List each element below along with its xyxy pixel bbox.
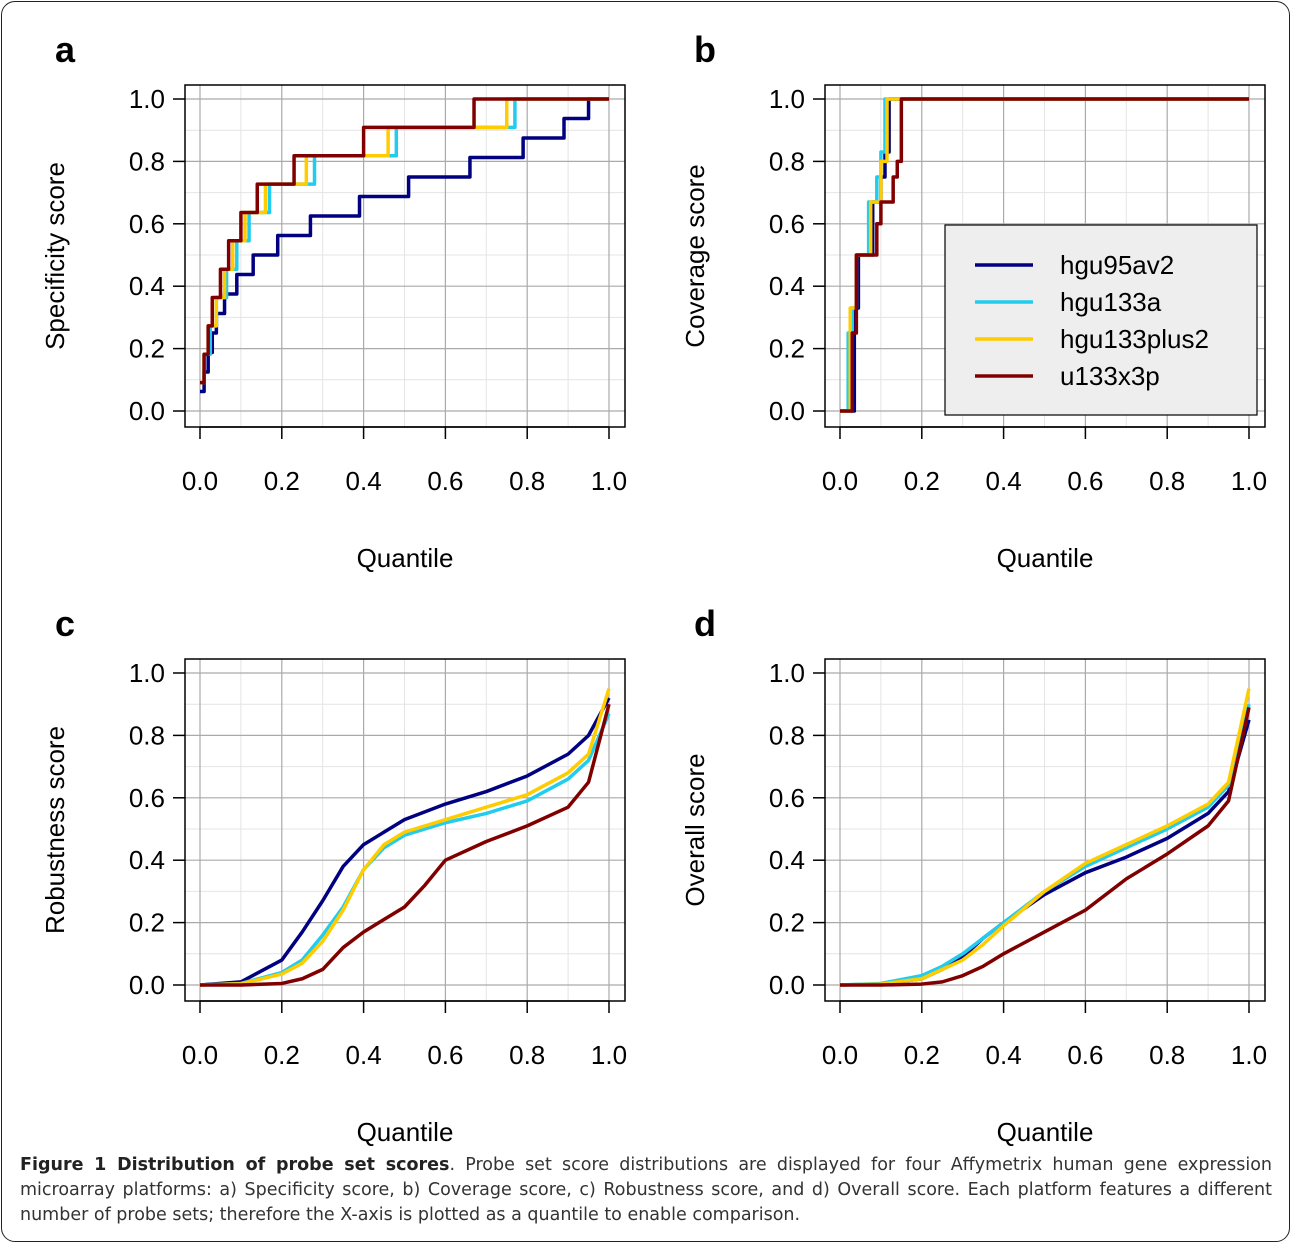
- y-tick-label: 0.0: [769, 970, 805, 1000]
- y-tick-label: 0.4: [769, 271, 805, 301]
- y-tick-label: 0.8: [129, 720, 165, 750]
- plot-frame: [184, 84, 626, 428]
- x-tick-label: 0.4: [986, 1040, 1022, 1070]
- panel: 0.0 0.2 0.4 0.6 0.8 1.0 0.0 0.2 0.4 0.6 0.8 1.0 Quan…: [680, 29, 1267, 573]
- y-tick-label: 0.4: [129, 271, 165, 301]
- legend-label: u133x3p: [1060, 361, 1160, 391]
- x-tick-label: 0.8: [1149, 1040, 1185, 1070]
- y-axis-label: Coverage score: [680, 164, 710, 348]
- series-line: [199, 688, 611, 987]
- panel-label: a: [55, 29, 76, 70]
- y-tick-label: 0.2: [769, 908, 805, 938]
- series-line: [199, 712, 611, 987]
- y-tick-label: 0.6: [769, 209, 805, 239]
- panel: 0.0 0.2 0.4 0.6 0.8 1.0 0.0 0.2 0.4 0.6 0.8 1.0 Quan…: [40, 29, 627, 573]
- x-tick-label: 0.4: [986, 466, 1022, 496]
- panel-label: c: [55, 603, 75, 644]
- x-tick-label: 0.6: [1067, 1040, 1103, 1070]
- y-tick-label: 0.2: [129, 334, 165, 364]
- y-tick-label: 1.0: [129, 658, 165, 688]
- x-tick-label: 1.0: [591, 466, 627, 496]
- x-axis-label: Quantile: [357, 1117, 454, 1147]
- y-tick-label: 0.8: [129, 146, 165, 176]
- y-tick-label: 0.6: [129, 783, 165, 813]
- x-tick-label: 0.8: [509, 1040, 545, 1070]
- caption: Figure 1 Distribution of probe set score…: [20, 1153, 1272, 1228]
- y-tick-label: 0.4: [129, 845, 165, 875]
- panel-label: d: [694, 603, 716, 644]
- x-tick-label: 1.0: [591, 1040, 627, 1070]
- y-tick-label: 0.6: [769, 783, 805, 813]
- y-tick-label: 0.8: [769, 146, 805, 176]
- y-tick-label: 0.0: [129, 396, 165, 426]
- x-tick-label: 0.4: [346, 466, 382, 496]
- x-tick-label: 0.2: [904, 1040, 940, 1070]
- panel-label: b: [694, 29, 716, 70]
- x-tick-label: 0.8: [509, 466, 545, 496]
- series-line: [200, 703, 611, 987]
- y-tick-label: 0.0: [769, 396, 805, 426]
- legend-label: hgu95av2: [1060, 250, 1174, 280]
- figure: 0.0 0.2 0.4 0.6 0.8 1.0 0.0 0.2 0.4 0.6 0.8 1.0 Quan…: [40, 29, 1267, 1147]
- series-line: [839, 688, 1251, 987]
- x-tick-label: 0.4: [346, 1040, 382, 1070]
- y-axis-label: Specificity score: [40, 162, 70, 350]
- y-axis-label: Robustness score: [40, 726, 70, 934]
- plot-frame: [184, 658, 626, 1002]
- legend-label: hgu133a: [1060, 287, 1162, 317]
- y-tick-label: 0.0: [129, 970, 165, 1000]
- x-tick-label: 1.0: [1231, 466, 1267, 496]
- x-tick-label: 0.0: [822, 466, 858, 496]
- x-tick-label: 0.2: [904, 466, 940, 496]
- series-line: [199, 697, 611, 987]
- x-tick-label: 0.2: [264, 466, 300, 496]
- x-tick-label: 0.2: [264, 1040, 300, 1070]
- x-tick-label: 0.0: [182, 1040, 218, 1070]
- plot-frame: [824, 658, 1266, 1002]
- y-tick-label: 0.8: [769, 720, 805, 750]
- panel: 0.0 0.2 0.4 0.6 0.8 1.0 0.0 0.2 0.4 0.6 0.8 1.0 Quan…: [680, 603, 1267, 1147]
- series-line: [840, 706, 1251, 987]
- plot-frame: [824, 84, 1266, 428]
- series-line: [840, 97, 1249, 413]
- y-tick-label: 0.2: [769, 334, 805, 364]
- legend-label: hgu133plus2: [1060, 324, 1209, 354]
- y-tick-label: 1.0: [129, 84, 165, 114]
- y-tick-label: 1.0: [769, 84, 805, 114]
- y-tick-label: 1.0: [769, 658, 805, 688]
- series-line: [840, 97, 1249, 413]
- y-axis-label: Overall score: [680, 753, 710, 906]
- caption-text: . Probe set score distributions are disp…: [20, 1155, 1272, 1225]
- x-tick-label: 0.0: [182, 466, 218, 496]
- x-tick-label: 0.0: [822, 1040, 858, 1070]
- caption-title: Figure 1 Distribution of probe set score…: [20, 1155, 450, 1175]
- legend-box: [944, 224, 1258, 416]
- series-line: [200, 97, 609, 394]
- y-tick-label: 0.4: [769, 845, 805, 875]
- x-tick-label: 0.6: [427, 1040, 463, 1070]
- x-tick-label: 0.6: [1067, 466, 1103, 496]
- series-line: [200, 97, 609, 385]
- panel: 0.0 0.2 0.4 0.6 0.8 1.0 0.0 0.2 0.4 0.6 0.8 1.0 Quan…: [40, 603, 627, 1147]
- x-tick-label: 0.6: [427, 466, 463, 496]
- x-axis-label: Quantile: [997, 543, 1094, 573]
- y-tick-label: 0.2: [129, 908, 165, 938]
- x-tick-label: 0.8: [1149, 466, 1185, 496]
- y-tick-label: 0.6: [129, 209, 165, 239]
- x-axis-label: Quantile: [997, 1117, 1094, 1147]
- x-tick-label: 1.0: [1231, 1040, 1267, 1070]
- x-axis-label: Quantile: [357, 543, 454, 573]
